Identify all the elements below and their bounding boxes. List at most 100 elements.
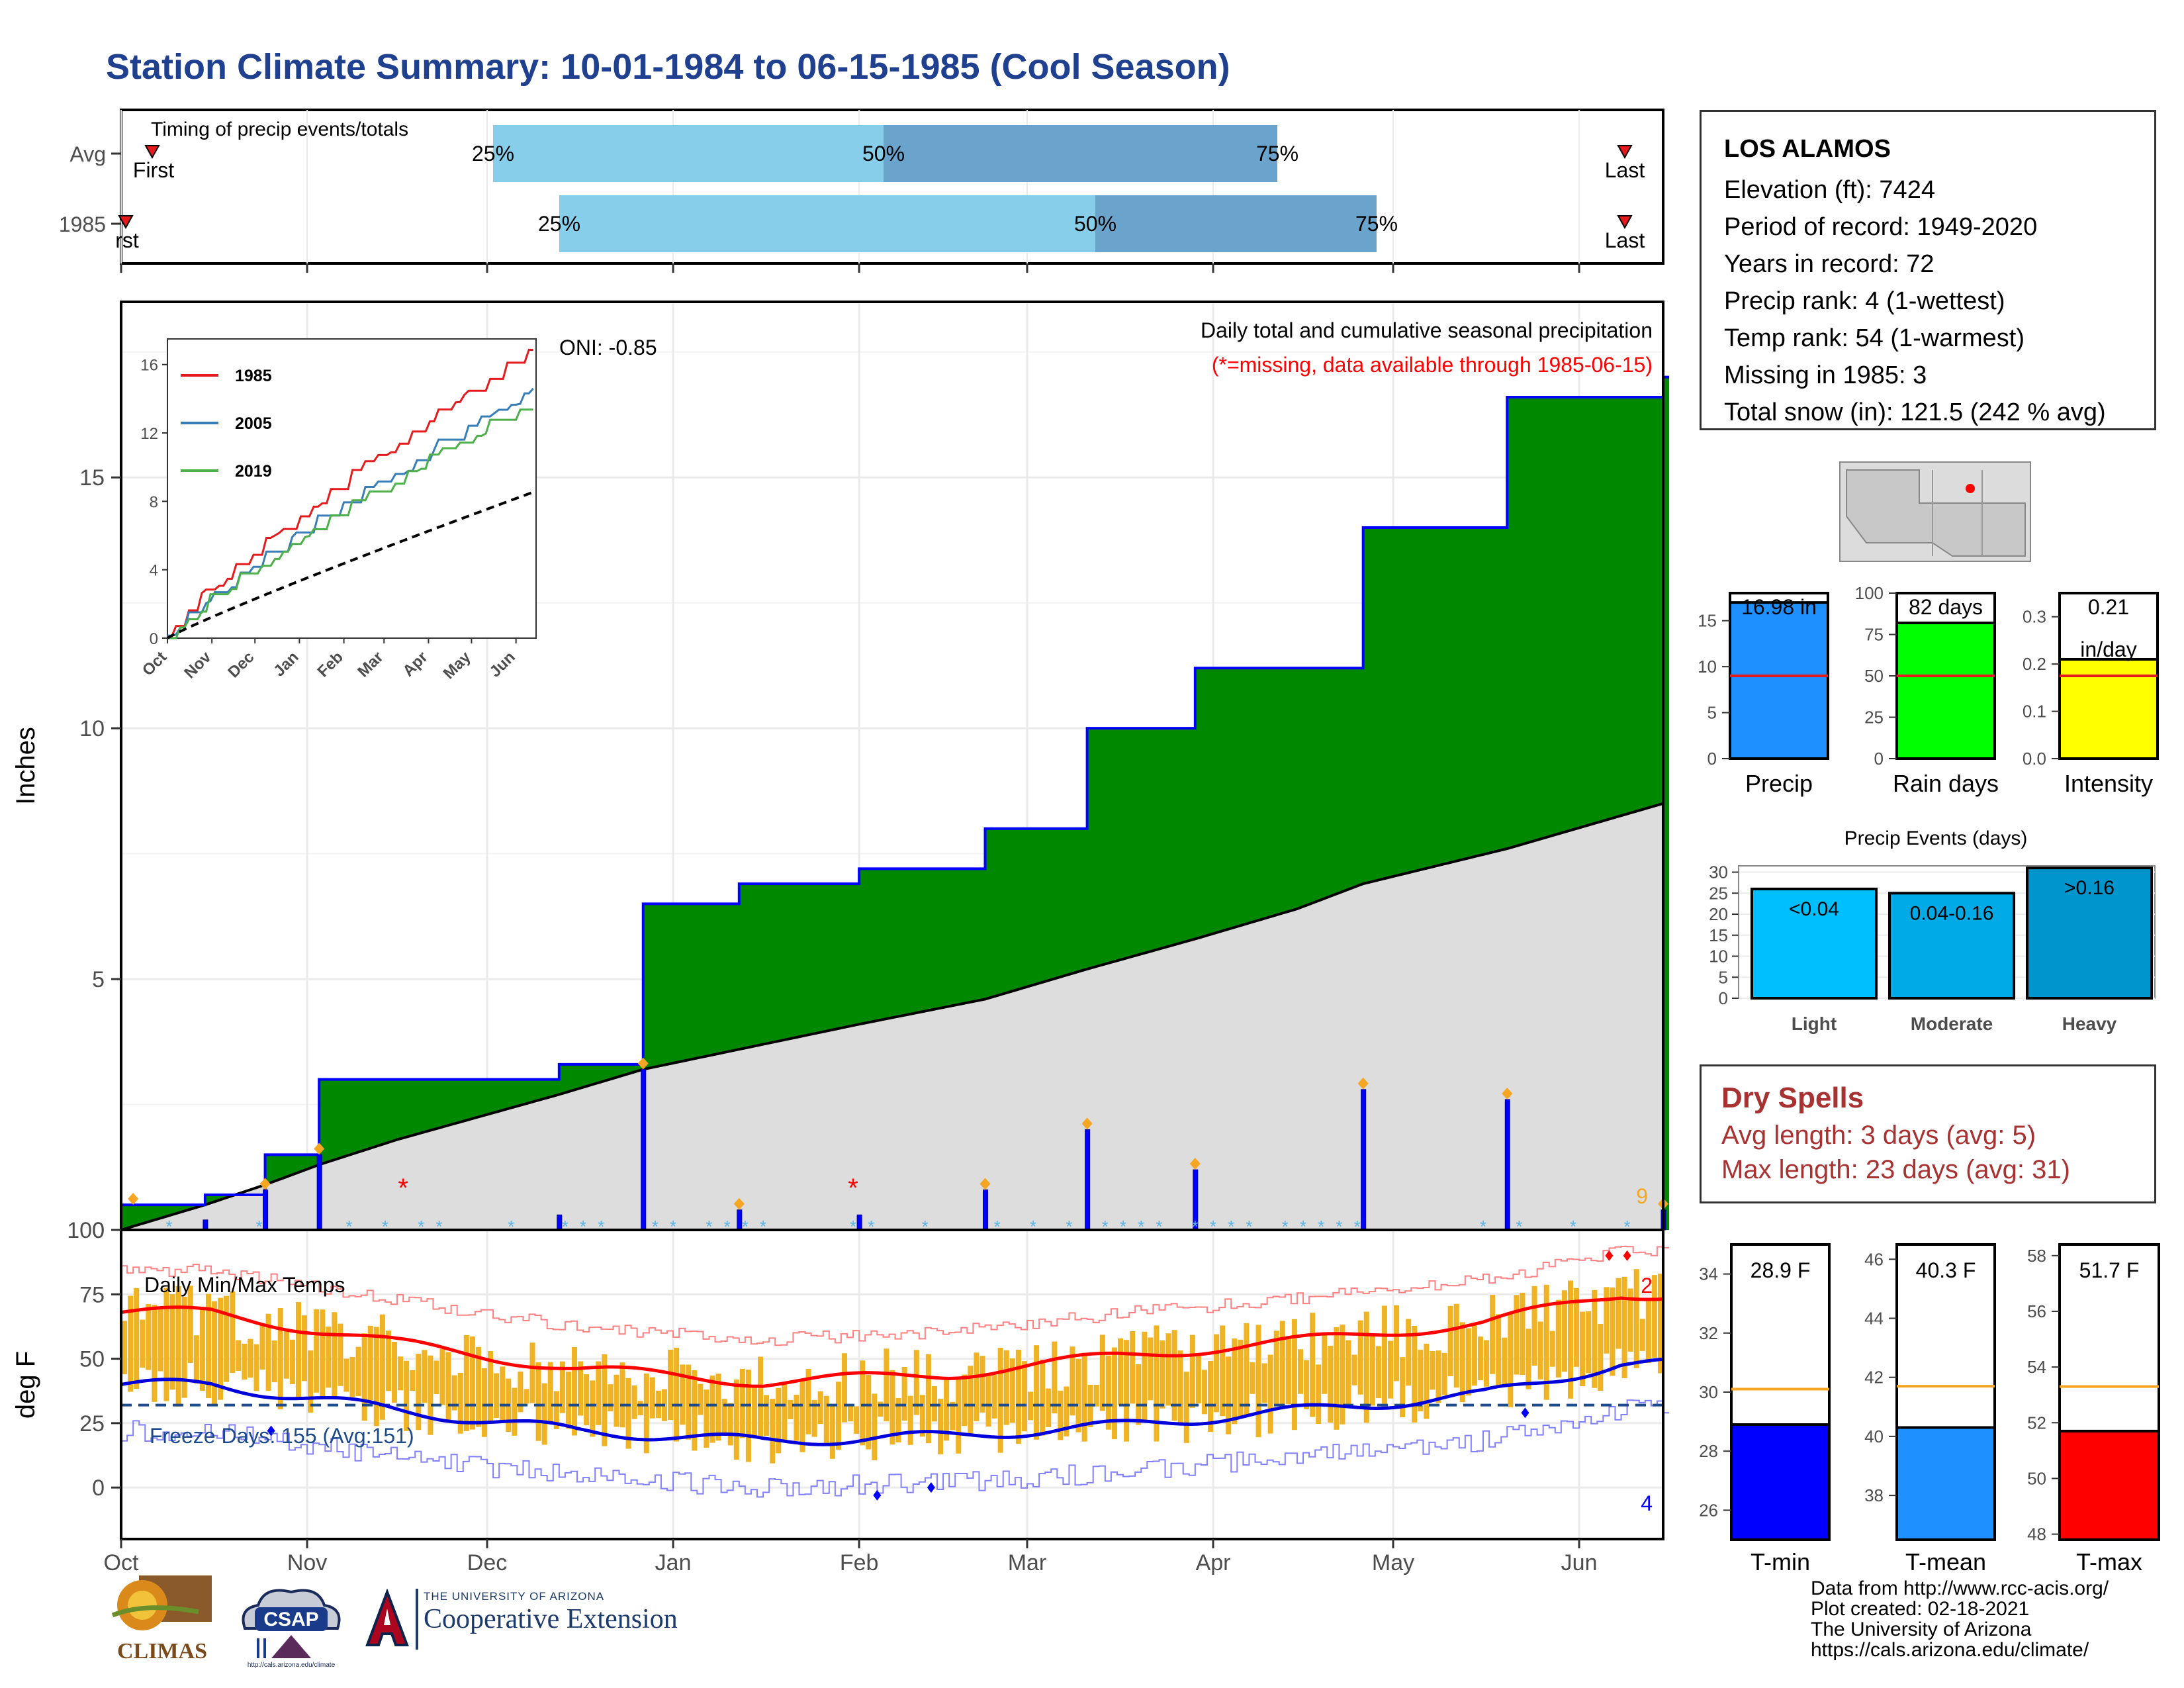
y-tick-label: 50 — [1864, 666, 1884, 686]
daily-temp-bar — [715, 1374, 721, 1441]
first-label: First — [133, 158, 174, 182]
daily-precip-bar — [203, 1219, 208, 1231]
cold-count-label: 4 — [1641, 1491, 1653, 1515]
daily-temp-bar — [541, 1383, 547, 1445]
daily-temp-bar — [782, 1383, 788, 1442]
y-tick-label: 34 — [1699, 1264, 1718, 1284]
daily-temp-bar — [925, 1354, 931, 1444]
daily-temp-bar — [433, 1360, 439, 1395]
daily-temp-bar — [1435, 1350, 1441, 1403]
event-value-label: <0.04 — [1789, 898, 1839, 920]
daily-temp-bar — [919, 1395, 925, 1437]
y-axis-label: Inches — [11, 727, 40, 805]
daily-temp-bar — [559, 1361, 565, 1413]
heavy-day-marker — [637, 1057, 649, 1070]
daily-temp-bar — [1447, 1305, 1453, 1376]
bar-label: Precip — [1745, 770, 1813, 797]
pct-label: 50% — [1074, 212, 1116, 236]
row-label: Avg — [69, 142, 106, 166]
daily-temp-bar — [1244, 1323, 1250, 1417]
daily-temp-bar — [721, 1399, 727, 1434]
station-info-line: Total snow (in): 121.5 (242 % avg) — [1724, 399, 2106, 426]
daily-temp-bar — [698, 1383, 704, 1415]
value-label: 16.98 in — [1741, 595, 1817, 619]
daily-temp-bar — [571, 1347, 578, 1436]
daily-precip-bar — [856, 1214, 862, 1231]
daily-temp-bar — [841, 1353, 848, 1423]
daily-temp-bar — [776, 1387, 782, 1454]
y-tick-label: 15 — [79, 465, 105, 491]
daily-temp-bar — [1267, 1354, 1273, 1434]
daily-precip-bar — [983, 1189, 989, 1231]
row-label: 1985 — [59, 212, 106, 236]
daily-precip-bar — [641, 1068, 647, 1231]
y-tick-label: 5 — [92, 967, 105, 992]
y-tick-label: 26 — [1699, 1500, 1718, 1520]
y-tick-label: 56 — [2027, 1301, 2046, 1321]
daily-temp-bar — [1441, 1352, 1447, 1395]
daily-temp-bar — [1214, 1334, 1220, 1413]
trace-marker: * — [580, 1217, 586, 1237]
daily-temp-bar — [1142, 1331, 1148, 1423]
daily-temp-bar — [1543, 1284, 1549, 1400]
daily-temp-bar — [692, 1370, 698, 1451]
daily-temp-bar — [1160, 1340, 1165, 1409]
daily-temp-bar — [1651, 1275, 1657, 1358]
daily-temp-bar — [602, 1354, 608, 1446]
daily-temp-bar — [1111, 1347, 1117, 1440]
daily-temp-bar — [301, 1315, 308, 1382]
inset-series-line — [167, 387, 534, 637]
trace-marker: * — [994, 1217, 1001, 1237]
y-tick-label: 100 — [67, 1218, 105, 1243]
event-bar — [2026, 867, 2153, 1000]
daily-temp-bar — [913, 1350, 919, 1415]
daily-temp-bar — [608, 1384, 614, 1412]
heavy-day-marker — [314, 1143, 325, 1155]
value-bar — [1729, 601, 1829, 761]
y-tick-label: 52 — [2027, 1413, 2046, 1432]
daily-temp-bar — [547, 1362, 553, 1423]
daily-temp-bar — [997, 1347, 1003, 1453]
daily-temp-bar — [1064, 1386, 1069, 1436]
daily-temp-bar — [134, 1288, 140, 1389]
daily-temp-bar — [355, 1346, 361, 1397]
daily-temp-bar — [884, 1348, 889, 1422]
csap-logo: CSAP http://cals.arizona.edu/climate — [242, 1589, 341, 1668]
daily-temp-bar — [416, 1353, 422, 1430]
daily-temp-bar — [1412, 1326, 1418, 1423]
station-info-line: Missing in 1985: 3 — [1724, 361, 1927, 389]
daily-temp-bar — [248, 1338, 253, 1378]
daily-temp-bar — [625, 1378, 631, 1449]
inset-y-tick: 4 — [150, 562, 158, 580]
legend-label: 1985 — [235, 367, 272, 385]
logo-strip: CLIMAS CSAP http://cals.arizona.edu/clim… — [106, 1575, 741, 1668]
value-unit: in/day — [2080, 637, 2136, 661]
daily-temp-bar — [1357, 1320, 1363, 1395]
y-tick-label: 10 — [1709, 947, 1728, 966]
panel-frame — [120, 1229, 1664, 1540]
daily-temp-bar — [211, 1301, 218, 1406]
y-axis-label: deg F — [11, 1351, 40, 1419]
daily-temp-bar — [1627, 1288, 1633, 1352]
value-bar — [2058, 658, 2159, 760]
daily-temp-bar — [991, 1375, 997, 1419]
daily-temp-bar — [295, 1302, 301, 1400]
trace-marker: * — [868, 1217, 874, 1237]
daily-precip-bar — [1085, 1129, 1091, 1231]
daily-temp-bar — [1657, 1274, 1663, 1374]
daily-temp-bar — [1105, 1355, 1111, 1430]
daily-temp-bar — [181, 1296, 187, 1398]
daily-temp-bar — [1124, 1340, 1130, 1442]
daily-precip-bar — [1504, 1099, 1510, 1231]
daily-temp-bar — [649, 1377, 655, 1419]
daily-temp-bar — [253, 1344, 259, 1391]
y-tick-label: 75 — [1864, 625, 1884, 645]
daily-temp-bar — [1291, 1319, 1297, 1430]
daily-temp-bar — [523, 1389, 529, 1404]
daily-temp-bar — [1099, 1335, 1105, 1411]
daily-temp-bar — [944, 1378, 950, 1441]
daily-temp-bar — [1340, 1325, 1345, 1425]
temp-bar-t-max: 48 50 52 54 56 58 51.7 F T-max — [2027, 1243, 2160, 1575]
first-marker — [144, 145, 160, 160]
daily-temp-bar — [733, 1380, 739, 1460]
